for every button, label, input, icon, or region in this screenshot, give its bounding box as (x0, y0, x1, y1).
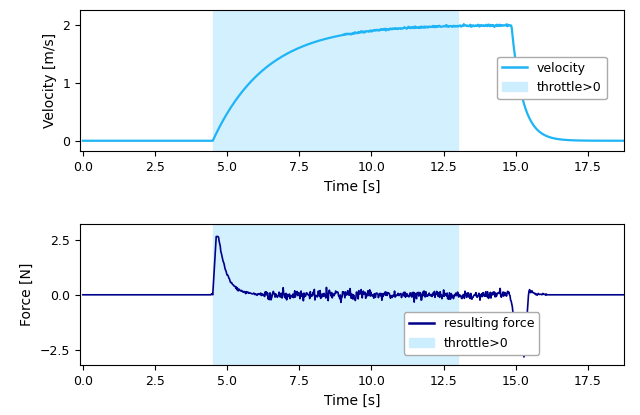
Y-axis label: Velocity [m/s]: Velocity [m/s] (43, 33, 57, 128)
Bar (212, 225, 458, 365)
X-axis label: Time [s]: Time [s] (324, 393, 380, 408)
Legend: velocity, throttle>0: velocity, throttle>0 (497, 57, 607, 99)
X-axis label: Time [s]: Time [s] (324, 179, 380, 193)
Legend: resulting force, throttle>0: resulting force, throttle>0 (404, 312, 540, 355)
Bar (212, 10, 458, 151)
Y-axis label: Force [N]: Force [N] (20, 263, 35, 327)
